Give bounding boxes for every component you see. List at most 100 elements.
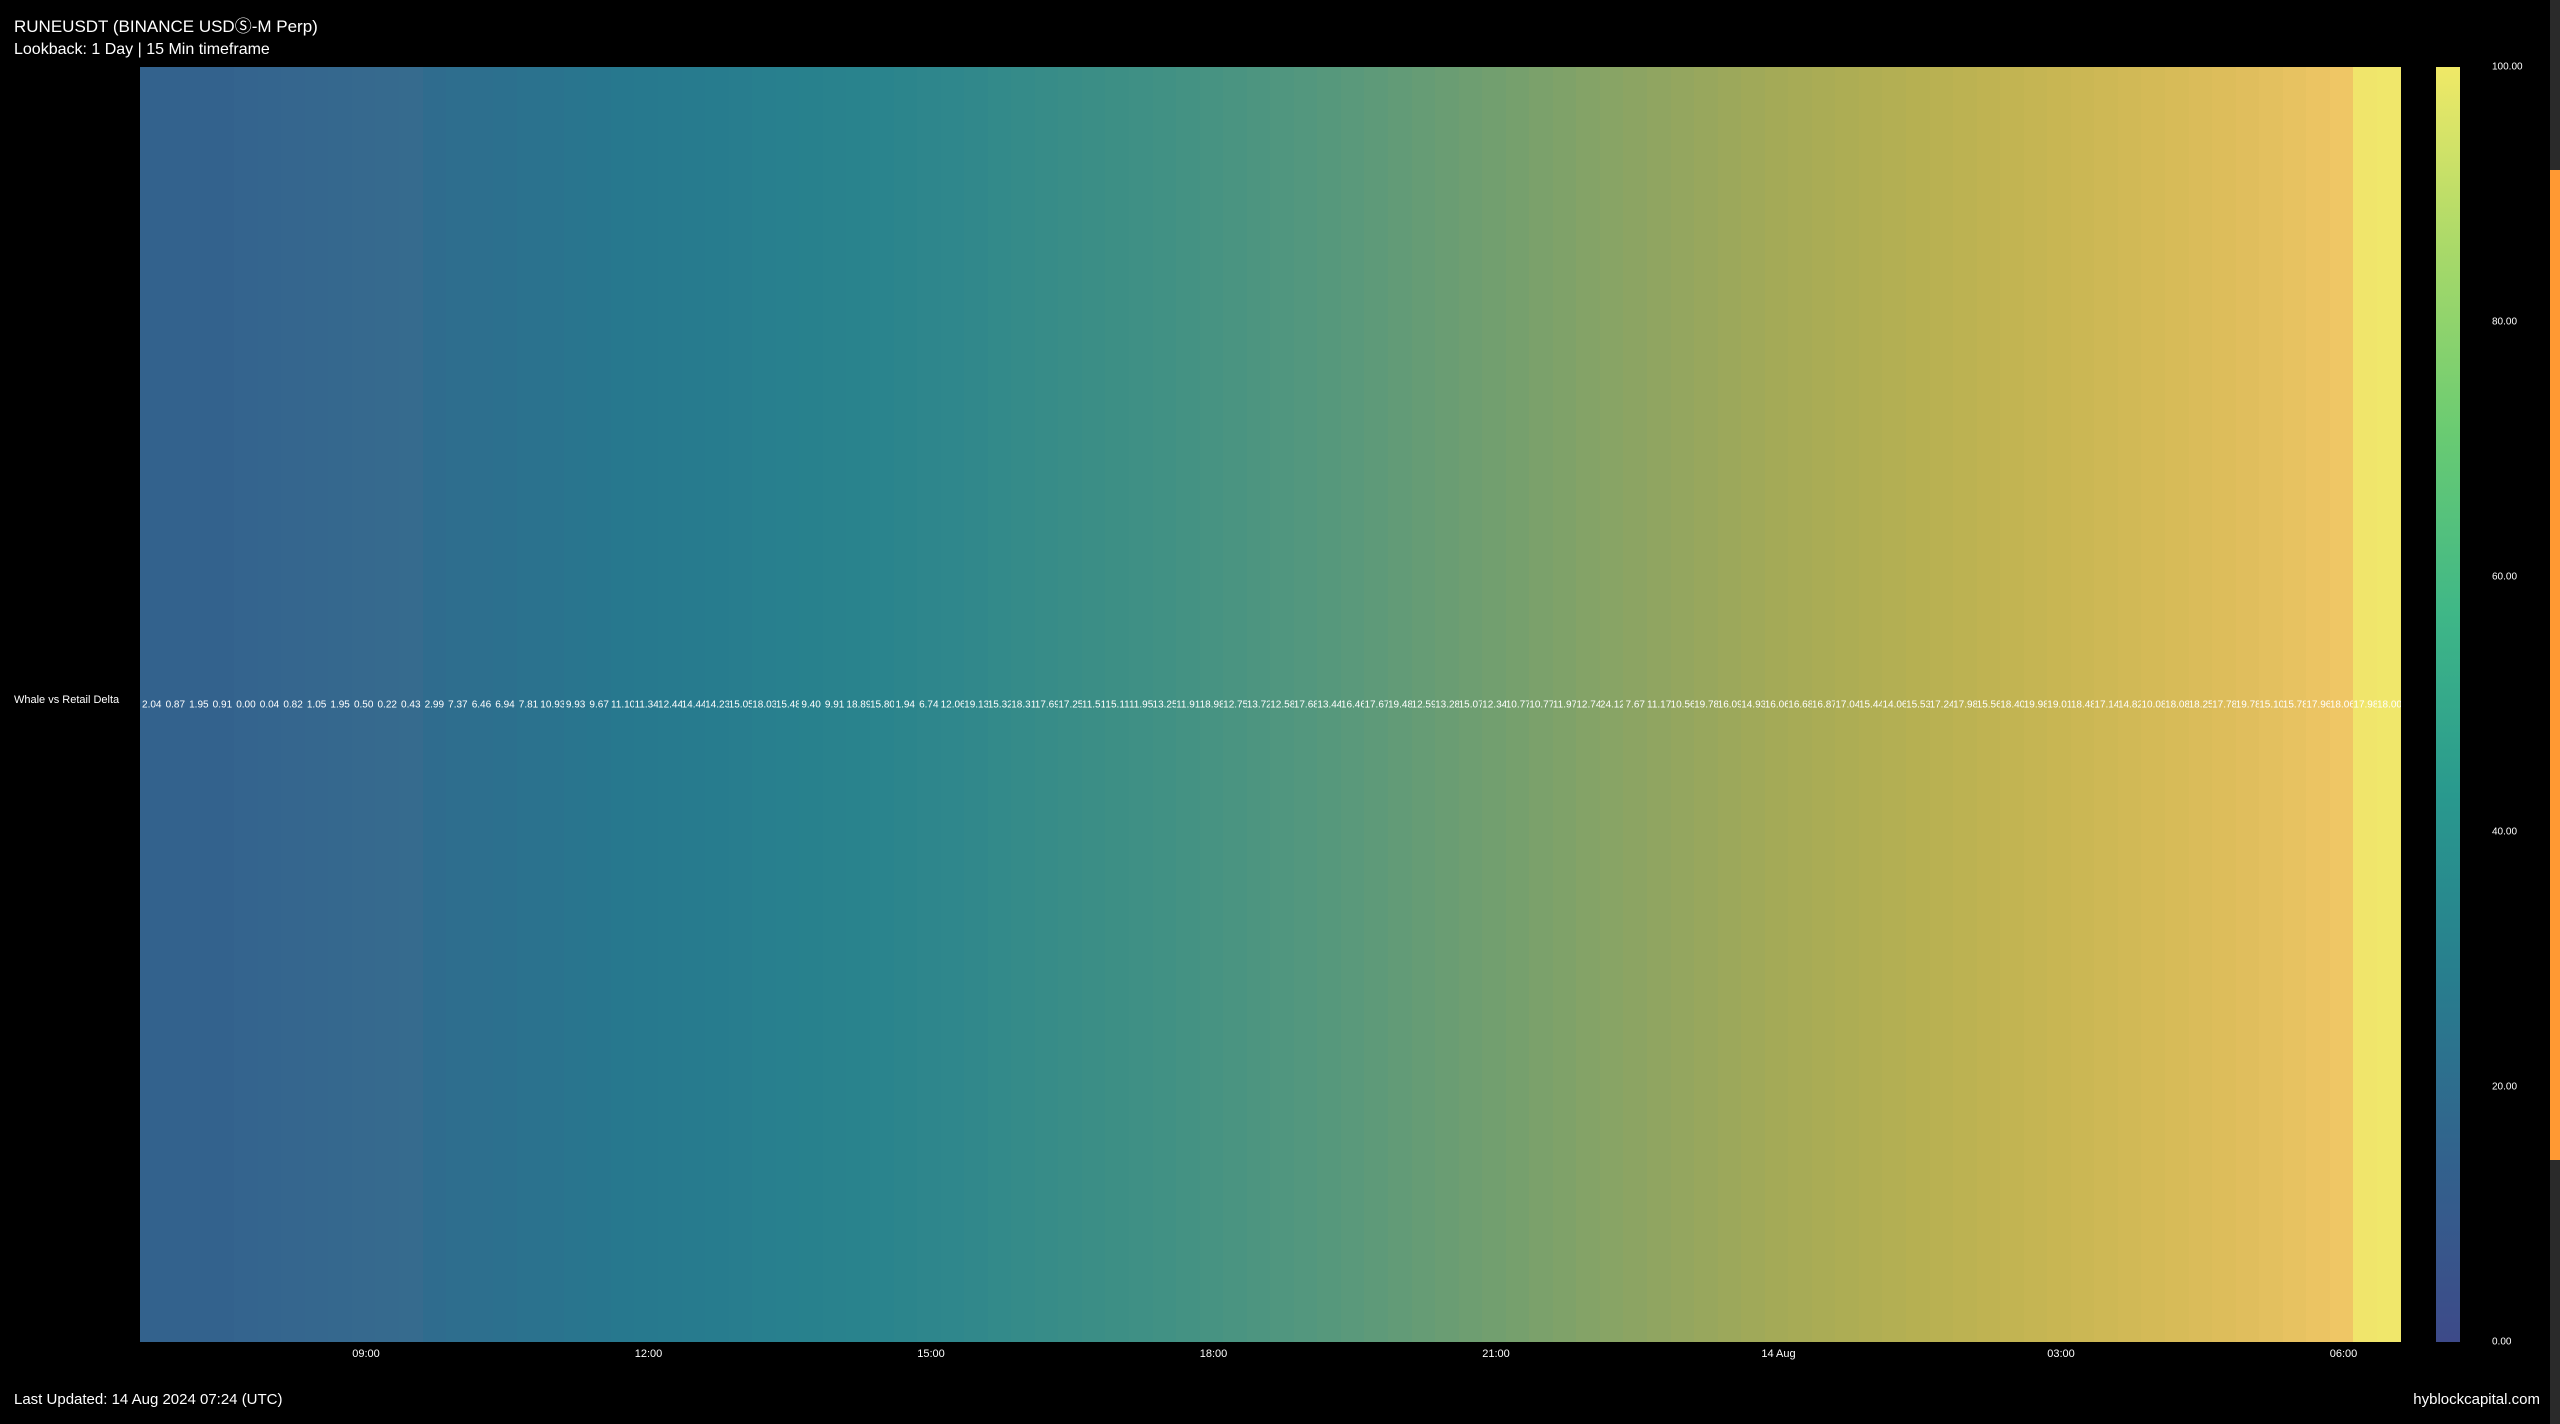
- value-cell: 18.00: [2377, 699, 2401, 710]
- footer-attribution: hyblockcapital.com: [2413, 1391, 2540, 1408]
- value-cell: 15.53: [1906, 699, 1930, 710]
- value-cell: 15.10: [2259, 699, 2283, 710]
- value-cell: 15.44: [1859, 699, 1883, 710]
- value-cell: 9.40: [799, 699, 823, 710]
- value-cell: 15.05: [729, 699, 753, 710]
- colorbar-tick: 80.00: [2492, 317, 2517, 328]
- colorbar-tick: 20.00: [2492, 1082, 2517, 1093]
- value-row: 2.040.871.950.910.000.040.821.051.950.50…: [140, 699, 2400, 710]
- value-cell: 19.13: [964, 699, 988, 710]
- value-cell: 10.08: [2141, 699, 2165, 710]
- y-axis-label: Whale vs Retail Delta: [14, 694, 119, 706]
- scrollbar-thumb[interactable]: [2550, 170, 2560, 1160]
- colorbar-tick: 100.00: [2492, 62, 2523, 73]
- value-cell: 15.56: [1977, 699, 2001, 710]
- value-cell: 0.91: [211, 699, 235, 710]
- value-cell: 18.06: [2330, 699, 2354, 710]
- value-cell: 0.82: [281, 699, 305, 710]
- value-cell: 2.04: [140, 699, 164, 710]
- footer-timestamp: Last Updated: 14 Aug 2024 07:24 (UTC): [14, 1391, 283, 1408]
- value-cell: 12.06: [941, 699, 965, 710]
- chart-header: RUNEUSDT (BINANCE USDⓈ-M Perp) Lookback:…: [14, 12, 318, 59]
- x-axis-tick: 09:00: [352, 1348, 380, 1360]
- value-cell: 12.75: [1223, 699, 1247, 710]
- value-cell: 1.94: [894, 699, 918, 710]
- value-cell: 11.17: [1647, 699, 1671, 710]
- value-cell: 17.98: [1953, 699, 1977, 710]
- value-cell: 9.67: [587, 699, 611, 710]
- value-cell: 15.80: [870, 699, 894, 710]
- value-cell: 7.37: [446, 699, 470, 710]
- value-cell: 18.40: [2000, 699, 2024, 710]
- value-cell: 17.96: [2306, 699, 2330, 710]
- heatmap-chart: 2.040.871.950.910.000.040.821.051.950.50…: [140, 67, 2400, 1342]
- value-cell: 16.87: [1812, 699, 1836, 710]
- value-cell: 0.00: [234, 699, 258, 710]
- value-cell: 7.67: [1623, 699, 1647, 710]
- value-cell: 1.95: [328, 699, 352, 710]
- chart-subtitle: Lookback: 1 Day | 15 Min timeframe: [14, 41, 318, 59]
- colorbar-tick: 60.00: [2492, 572, 2517, 583]
- value-cell: 12.34: [1482, 699, 1506, 710]
- colorbar-tick: 40.00: [2492, 827, 2517, 838]
- value-cell: 9.91: [823, 699, 847, 710]
- value-cell: 19.78: [1694, 699, 1718, 710]
- value-cell: 17.04: [1835, 699, 1859, 710]
- value-cell: 18.89: [846, 699, 870, 710]
- value-cell: 6.46: [470, 699, 494, 710]
- value-cell: 24.12: [1600, 699, 1624, 710]
- value-cell: 11.97: [1553, 699, 1577, 710]
- x-axis-tick: 12:00: [635, 1348, 663, 1360]
- value-cell: 16.68: [1788, 699, 1812, 710]
- value-cell: 18.31: [1011, 699, 1035, 710]
- value-cell: 15.07: [1459, 699, 1483, 710]
- value-cell: 18.03: [752, 699, 776, 710]
- value-cell: 14.06: [1882, 699, 1906, 710]
- value-cell: 12.44: [658, 699, 682, 710]
- value-cell: 16.46: [1341, 699, 1365, 710]
- value-cell: 14.82: [2118, 699, 2142, 710]
- value-cell: 19.48: [1388, 699, 1412, 710]
- value-cell: 17.25: [1058, 699, 1082, 710]
- colorbar: [2436, 67, 2460, 1342]
- value-cell: 15.48: [776, 699, 800, 710]
- value-cell: 14.23: [705, 699, 729, 710]
- value-cell: 17.69: [1035, 699, 1059, 710]
- value-cell: 6.74: [917, 699, 941, 710]
- chart-title: RUNEUSDT (BINANCE USDⓈ-M Perp): [14, 12, 318, 37]
- value-cell: 0.87: [164, 699, 188, 710]
- value-cell: 13.72: [1247, 699, 1271, 710]
- value-cell: 18.98: [1200, 699, 1224, 710]
- value-cell: 14.44: [682, 699, 706, 710]
- value-cell: 15.32: [988, 699, 1012, 710]
- value-cell: 13.25: [1153, 699, 1177, 710]
- value-cell: 11.91: [1176, 699, 1200, 710]
- value-cell: 0.50: [352, 699, 376, 710]
- value-cell: 13.28: [1435, 699, 1459, 710]
- value-cell: 9.93: [564, 699, 588, 710]
- value-cell: 6.94: [493, 699, 517, 710]
- value-cell: 15.11: [1105, 699, 1129, 710]
- value-cell: 12.58: [1270, 699, 1294, 710]
- value-cell: 1.05: [305, 699, 329, 710]
- value-cell: 19.01: [2047, 699, 2071, 710]
- colorbar-gradient: [2436, 67, 2460, 1342]
- value-cell: 10.56: [1671, 699, 1695, 710]
- x-axis-tick: 14 Aug: [1761, 1348, 1795, 1360]
- value-cell: 17.24: [1930, 699, 1954, 710]
- x-axis-tick: 03:00: [2047, 1348, 2075, 1360]
- value-cell: 11.34: [634, 699, 658, 710]
- value-cell: 10.77: [1506, 699, 1530, 710]
- value-cell: 11.95: [1129, 699, 1153, 710]
- value-cell: 11.10: [611, 699, 635, 710]
- x-axis-tick: 15:00: [917, 1348, 945, 1360]
- value-cell: 18.48: [2071, 699, 2095, 710]
- x-axis-tick: 06:00: [2330, 1348, 2358, 1360]
- value-cell: 16.06: [1765, 699, 1789, 710]
- value-cell: 0.04: [258, 699, 282, 710]
- value-cell: 12.74: [1576, 699, 1600, 710]
- value-cell: 17.98: [2353, 699, 2377, 710]
- value-cell: 17.67: [1364, 699, 1388, 710]
- value-cell: 10.93: [540, 699, 564, 710]
- value-cell: 16.09: [1718, 699, 1742, 710]
